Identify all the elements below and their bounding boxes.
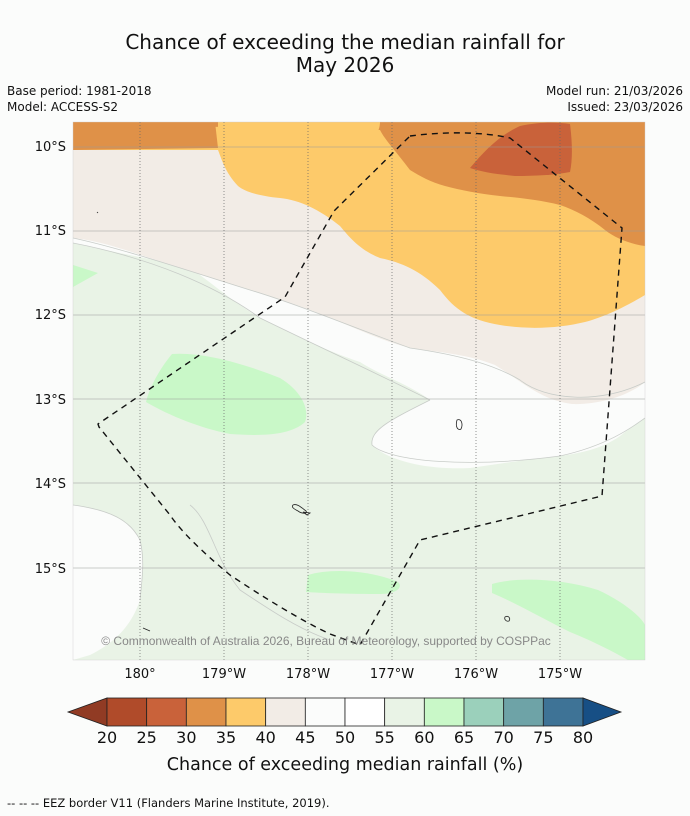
- colorbar-tick-label: 45: [295, 728, 315, 747]
- lon-label: 180°: [124, 667, 155, 682]
- colorbar-cell: [304, 697, 346, 727]
- title-line-2: May 2026: [295, 53, 395, 77]
- lon-label: 176°W: [454, 667, 498, 682]
- title-line-1: Chance of exceeding the median rainfall …: [125, 30, 565, 54]
- colorbar: 20 25 30 35 40 45 50 55 60 65 70 75 80 Chance of exc…: [66, 697, 623, 775]
- colorbar-under-arrow: [66, 697, 108, 727]
- colorbar-cell: [384, 697, 425, 727]
- lat-label: 14°S: [35, 477, 66, 492]
- colorbar-tick-label: 55: [374, 728, 394, 747]
- colorbar-tick-label: 20: [97, 728, 117, 747]
- colorbar-cell: [185, 697, 227, 727]
- green-patch-4: [492, 579, 645, 660]
- contour-lines: [73, 237, 645, 641]
- model-run: Model run: 21/03/2026: [545, 84, 683, 98]
- colorbar-over-arrow: [582, 697, 623, 727]
- colorbar-tick-label: 80: [573, 728, 593, 747]
- colorbar-cell: [463, 697, 505, 727]
- meta-left: Base period: 1981-2018 Model: ACCESS-S2: [7, 83, 152, 115]
- map-frame: [72, 121, 646, 661]
- colorbar-tick-label: 60: [414, 728, 434, 747]
- colorbar-tick-label: 40: [255, 728, 275, 747]
- band-50-55-lower-left: [73, 505, 143, 660]
- colorbar-cell: [503, 697, 544, 727]
- colorbar-cells: [106, 697, 584, 727]
- colorbar-cell: [106, 697, 148, 727]
- lat-label: 12°S: [35, 308, 66, 323]
- island-5: [142, 627, 151, 632]
- colorbar-label: Chance of exceeding median rainfall (%): [167, 755, 523, 775]
- lat-label: 10°S: [35, 140, 66, 155]
- colorbar-cell: [225, 697, 267, 727]
- band-25-30: [470, 122, 572, 176]
- lat-label: 13°S: [35, 393, 66, 408]
- colorbar-tick-label: 35: [216, 728, 236, 747]
- colorbar-tick-label: 50: [335, 728, 355, 747]
- lon-label: 175°W: [538, 667, 582, 682]
- colorbar-cell: [542, 697, 584, 727]
- colorbar-tick-label: 65: [454, 728, 474, 747]
- colorbar-cell: [423, 697, 465, 727]
- lat-label: 15°S: [35, 562, 66, 577]
- longitude-labels: 180° 179°W 178°W 177°W 176°W 175°W: [124, 667, 582, 682]
- lon-label: 178°W: [286, 667, 330, 682]
- copyright-text: © Commonwealth of Australia 2026, Bureau…: [101, 634, 551, 648]
- white-pocket: [450, 436, 500, 456]
- colorbar-ticks: 20 25 30 35 40 45 50 55 60 65 70 75 80: [97, 728, 593, 747]
- island-1: [455, 419, 463, 430]
- colorbar-tick-label: 30: [176, 728, 196, 747]
- green-patch-2: [146, 353, 307, 435]
- colorbar-cell: [265, 697, 306, 727]
- latitude-labels: 10°S 11°S 12°S 13°S 14°S 15°S: [35, 140, 66, 577]
- colorbar-cell: [146, 697, 187, 727]
- map-panel: © Commonwealth of Australia 2026, Bureau…: [73, 122, 645, 660]
- lon-label: 177°W: [370, 667, 414, 682]
- map-figure: © Commonwealth of Australia 2026, Bureau…: [35, 121, 646, 682]
- lat-label: 11°S: [35, 224, 66, 239]
- issued-date: Issued: 23/03/2026: [567, 100, 683, 114]
- meta-right: Model run: 21/03/2026 Issued: 23/03/2026: [546, 83, 683, 115]
- base-period: Base period: 1981-2018: [7, 84, 152, 98]
- colorbar-cell: [344, 697, 386, 727]
- latitude-gridlines: [73, 146, 645, 569]
- colorbar-tick-label: 75: [533, 728, 553, 747]
- green-patch-1: [73, 265, 98, 287]
- model-name: Model: ACCESS-S2: [7, 100, 119, 114]
- band-30-35-left: [73, 122, 218, 150]
- island-3: [302, 511, 312, 516]
- lon-label: 179°W: [202, 667, 246, 682]
- island-6: [96, 211, 99, 214]
- eez-legend-note: -- -- -- EEZ border V11 (Flanders Marine…: [7, 796, 330, 810]
- islands: [96, 211, 511, 632]
- colorbar-tick-label: 70: [493, 728, 513, 747]
- island-4: [504, 615, 511, 622]
- band-35-40-top: [218, 122, 380, 148]
- colorbar-tick-label: 25: [136, 728, 156, 747]
- eez-border: [97, 132, 623, 646]
- map-title: Chance of exceeding the median rainfall …: [0, 31, 690, 77]
- green-patch-3: [306, 570, 400, 594]
